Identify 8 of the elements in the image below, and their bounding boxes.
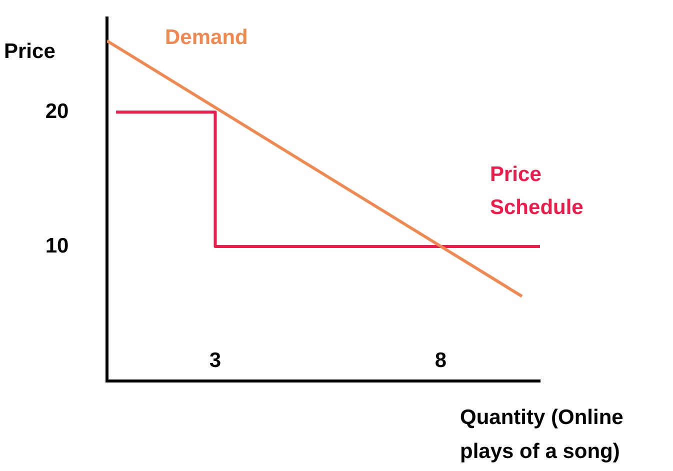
x-tick-label: 8 [434,348,447,372]
series-label: Demand [165,26,248,49]
y-tick-label: 20 [45,100,69,123]
y-tick-label: 10 [45,234,69,258]
x-axis-title: Quantity (Online plays of a song) [460,406,624,463]
series-label: Price Schedule [490,162,584,219]
x-tick-label: 3 [209,348,222,372]
y-axis-title: Price [4,40,56,63]
